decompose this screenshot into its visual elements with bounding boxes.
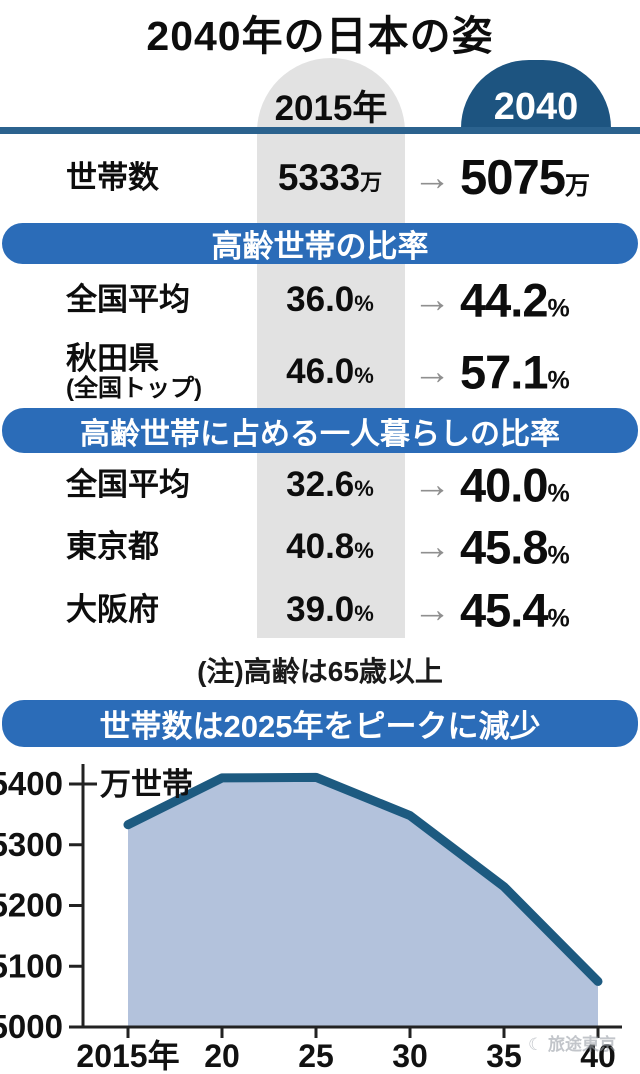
column-dome-2040: 2040 <box>461 60 611 128</box>
y-tick-label: 5100 <box>0 947 63 984</box>
value-2040-number: 40.0 <box>460 458 548 511</box>
row-label: 全国平均 <box>66 466 190 502</box>
x-tick-label: 20 <box>204 1038 240 1074</box>
value-2040: 45.8% <box>460 520 570 575</box>
value-2040-number: 57.1 <box>460 345 548 398</box>
value-2015-number: 39.0 <box>286 590 355 629</box>
arrow-icon: → <box>413 350 451 393</box>
table-row-households: 世帯数 5333万 → 5075万 <box>0 134 640 222</box>
value-2015-number: 46.0 <box>286 351 355 391</box>
x-tick-label: 35 <box>486 1038 522 1074</box>
value-2015-unit: % <box>354 362 374 388</box>
arrow-icon: → <box>413 157 451 199</box>
column-band-2015 <box>257 58 405 638</box>
row-label-sub: (全国トップ) <box>66 374 202 402</box>
arrow-icon: → <box>413 463 451 506</box>
value-2040-unit: % <box>547 604 570 633</box>
section-header-single-living-ratio: 高齢世帯に占める一人暮らしの比率 <box>2 408 638 453</box>
value-2015-number: 36.0 <box>286 279 355 319</box>
value-2015: 40.8% <box>248 527 412 567</box>
chart-line <box>123 772 603 986</box>
value-2040-number: 5075 <box>460 151 566 205</box>
row-label: 東京都 <box>66 528 159 564</box>
chart-area-fill <box>128 777 598 1027</box>
value-2015-unit: % <box>354 475 374 501</box>
y-tick-label: 5300 <box>0 826 63 863</box>
row-label: 世帯数 <box>66 159 159 195</box>
value-2040-unit: 万 <box>565 172 591 200</box>
value-2040-unit: % <box>547 366 570 394</box>
value-2040-number: 45.4 <box>460 583 548 637</box>
section-header-elderly-ratio: 高齢世帯の比率 <box>2 223 638 264</box>
column-header-2040: 2040 <box>493 86 579 128</box>
value-2040: 57.1% <box>460 344 570 399</box>
y-tick-label: 5200 <box>0 887 63 924</box>
chart-section-header: 世帯数は2025年をピークに減少 <box>2 700 638 747</box>
watermark: ☾ 旅途東京 <box>528 1030 616 1055</box>
table-row-national-average: 全国平均 36.0% → 44.2% <box>0 264 640 335</box>
row-label-main: 秋田県 <box>66 340 159 376</box>
x-tick-label: 30 <box>392 1038 428 1074</box>
value-2015: 5333万 <box>248 157 412 199</box>
y-tick-label: 5400 <box>0 765 63 802</box>
value-2040: 45.4% <box>460 583 570 638</box>
value-2015-unit: % <box>354 601 374 626</box>
x-tick-label: 25 <box>298 1038 334 1074</box>
table-row-national-average-2: 全国平均 32.6% → 40.0% <box>0 453 640 516</box>
row-label: 秋田県 (全国トップ) <box>66 340 202 402</box>
value-2015-number: 5333 <box>277 157 361 198</box>
value-2015-number: 40.8 <box>286 527 355 566</box>
row-label: 大阪府 <box>66 591 159 627</box>
row-label: 全国平均 <box>66 281 190 317</box>
column-header-2015: 2015年 <box>274 89 388 128</box>
value-2040: 5075万 <box>460 150 590 206</box>
value-2040-unit: % <box>547 541 570 570</box>
footnote: (注)高齢は65歳以上 <box>197 656 443 687</box>
value-2015: 32.6% <box>248 465 412 505</box>
value-2015-unit: 万 <box>360 170 383 195</box>
value-2015-number: 32.6 <box>286 464 355 504</box>
table-row-osaka: 大阪府 39.0% → 45.4% <box>0 578 640 642</box>
header-divider-line <box>0 127 640 134</box>
value-2015: 46.0% <box>248 352 412 392</box>
value-2015: 39.0% <box>248 590 412 630</box>
y-unit-label: 万世帯 <box>100 767 193 802</box>
arrow-icon: → <box>413 589 451 631</box>
table-row-tokyo: 東京都 40.8% → 45.8% <box>0 516 640 578</box>
value-2015: 36.0% <box>248 280 412 320</box>
watermark-text: 旅途東京 <box>547 1035 616 1054</box>
value-2040-unit: % <box>547 479 570 507</box>
value-2040: 40.0% <box>460 457 570 512</box>
page-title: 2040年の日本の姿 <box>146 13 494 59</box>
value-2040-unit: % <box>547 294 570 322</box>
households-chart: 5000 5100 5200 5300 5400 万世帯 2015年 20 25 30 35 40 <box>0 764 622 1074</box>
y-tick-label: 5000 <box>0 1008 63 1045</box>
arrow-icon: → <box>413 278 451 321</box>
value-2040-number: 44.2 <box>460 273 548 326</box>
value-2015-unit: % <box>354 538 374 563</box>
x-tick-label: 2015年 <box>76 1038 179 1074</box>
value-2015-unit: % <box>354 290 374 316</box>
value-2040-number: 45.8 <box>460 520 548 574</box>
table-row-akita: 秋田県 (全国トップ) 46.0% → 57.1% <box>0 335 640 408</box>
value-2040: 44.2% <box>460 272 570 327</box>
arrow-icon: → <box>413 526 451 568</box>
x-tick-label: 40 <box>580 1038 616 1074</box>
watermark-moon-icon: ☾ <box>528 1035 548 1054</box>
